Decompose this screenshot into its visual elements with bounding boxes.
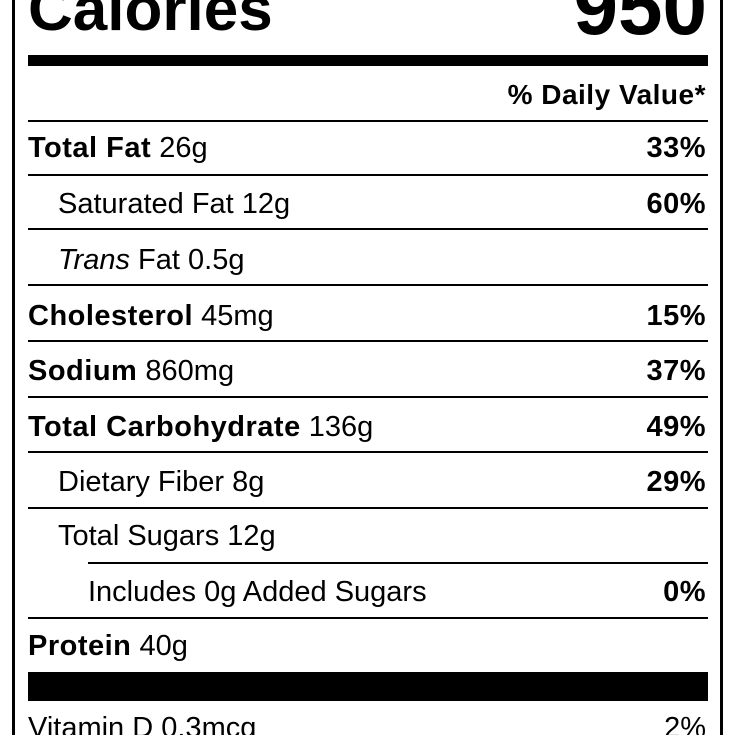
amount: 8g [232, 466, 265, 498]
daily-value: 37% [646, 355, 706, 387]
rule [28, 174, 708, 176]
nutrient-name: Total Carbohydrate [28, 411, 301, 443]
nutrient-name: Saturated Fat [58, 188, 234, 220]
row: Dietary Fiber 8g 29% [58, 462, 706, 502]
nutrient-name: Protein [28, 630, 132, 662]
row: Trans Fat 0.5g [58, 240, 706, 280]
daily-value: 15% [646, 300, 706, 332]
nutrient-name: Sodium [28, 355, 138, 387]
rule [28, 284, 708, 286]
rule [28, 120, 708, 122]
amount: 45mg [201, 300, 274, 332]
daily-value: 0% [663, 576, 706, 608]
row: Total Sugars 12g [58, 516, 706, 556]
amount: 12g [241, 188, 291, 220]
amount: 26g [159, 132, 208, 164]
rule [28, 340, 708, 342]
daily-value: 33% [646, 132, 706, 164]
row: Includes 0g Added Sugars 0% [88, 572, 706, 612]
row: Vitamin D 0.3mcg 2% [28, 708, 706, 735]
row: Saturated Fat 12g 60% [58, 184, 706, 224]
nutrient-name: Total Sugars [58, 520, 220, 552]
rule [28, 396, 708, 398]
thick-rule [28, 55, 708, 66]
amount: 40g [139, 630, 188, 662]
nutrient-name: Total Fat [28, 132, 152, 164]
nutrient-prefix: Trans [58, 244, 130, 276]
amount: 860mg [145, 355, 235, 387]
row: Cholesterol 45mg 15% [28, 296, 706, 336]
nutrient-name: Cholesterol [28, 300, 194, 332]
daily-value: 60% [646, 188, 706, 220]
rule [28, 451, 708, 453]
row: Sodium 860mg 37% [28, 351, 706, 391]
nutrient-name: Dietary Fiber [58, 466, 224, 498]
amount: 136g [308, 411, 374, 443]
nutrient-name: Includes 0g Added Sugars [88, 576, 427, 608]
row: Protein 40g [28, 626, 706, 666]
thick-rule [28, 672, 708, 701]
border-left [12, 0, 15, 735]
row: Total Fat 26g 33% [28, 128, 706, 168]
nutrient-name: Fat [138, 244, 180, 276]
amount: 12g [227, 520, 276, 552]
daily-value: 29% [646, 466, 706, 498]
daily-value: 2% [664, 712, 706, 735]
calories-label: Calories [28, 0, 273, 44]
amount: 0.3mcg [161, 712, 257, 735]
amount: 0.5g [188, 244, 245, 276]
border-right [720, 0, 723, 735]
daily-value: 49% [646, 411, 706, 443]
daily-value-heading: % Daily Value* [507, 79, 706, 110]
rule [28, 617, 708, 619]
rule [28, 228, 708, 230]
nutrient-name: Vitamin D [28, 712, 154, 735]
rule [88, 562, 708, 564]
rule [28, 507, 708, 509]
row: Total Carbohydrate 136g 49% [28, 407, 706, 447]
calories-value: 950 [573, 0, 707, 51]
